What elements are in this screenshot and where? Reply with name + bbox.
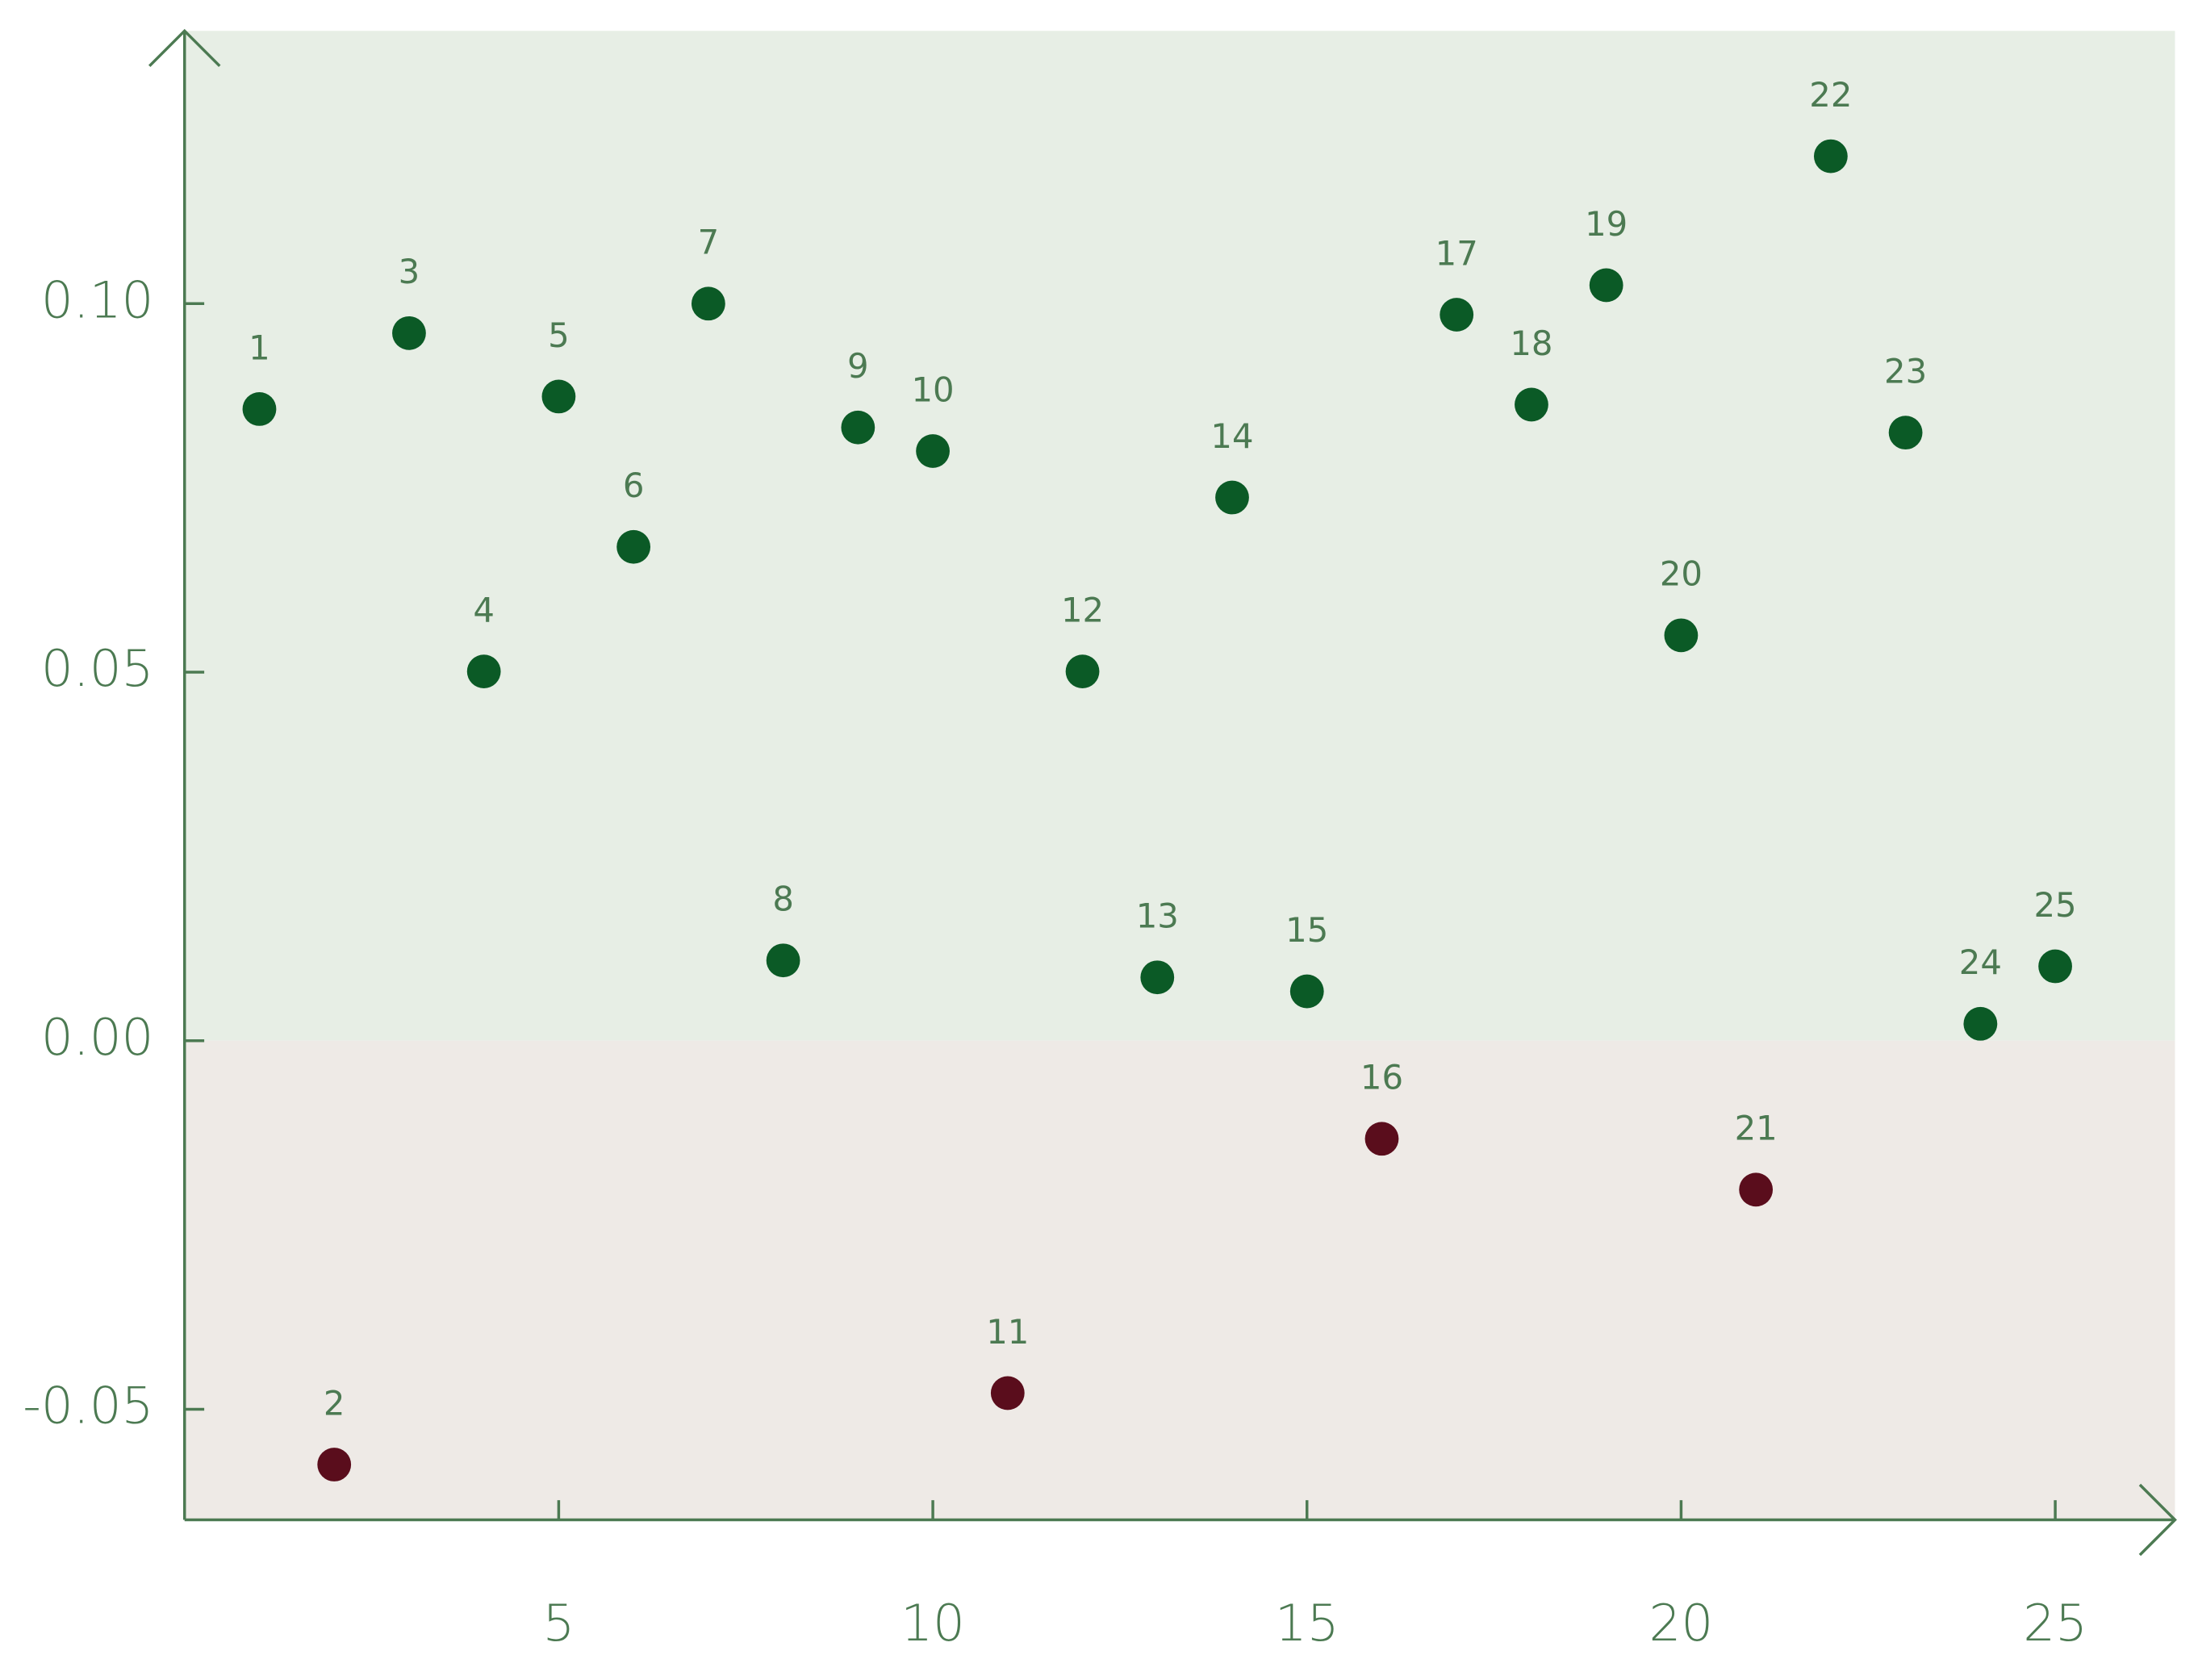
- point: [1364, 1122, 1399, 1156]
- point-label: 18: [1510, 324, 1552, 363]
- point: [1140, 960, 1175, 995]
- point: [1289, 974, 1324, 1009]
- point: [2038, 949, 2072, 984]
- point: [1963, 1006, 1998, 1041]
- x-tick-label: 5: [542, 1594, 575, 1653]
- y-tick-label: 0.10: [41, 270, 154, 329]
- point-label: 25: [2034, 885, 2077, 925]
- point: [392, 316, 426, 350]
- point-label: 3: [399, 252, 420, 291]
- y-axis-arrow: [148, 28, 221, 68]
- point-label: 14: [1210, 416, 1253, 456]
- point-label: 15: [1285, 910, 1328, 950]
- point-label: 9: [847, 346, 869, 386]
- point: [242, 392, 277, 426]
- point-label: 12: [1061, 591, 1104, 630]
- point-label: 7: [698, 223, 720, 262]
- point: [766, 943, 800, 978]
- point: [916, 434, 950, 468]
- point: [466, 654, 501, 689]
- negative-region: [184, 1040, 2175, 1520]
- point: [541, 379, 576, 414]
- point: [1215, 480, 1249, 515]
- point-label: 20: [1660, 554, 1703, 594]
- point: [1664, 618, 1699, 653]
- point-label: 19: [1585, 204, 1628, 244]
- point-label: 13: [1136, 896, 1179, 936]
- point: [1739, 1172, 1774, 1207]
- point: [317, 1448, 352, 1481]
- x-tick-label: 25: [2023, 1594, 2087, 1653]
- point-label: 24: [1959, 942, 2002, 982]
- axes: [148, 28, 2177, 1557]
- point-label: 23: [1884, 352, 1927, 391]
- background: [184, 31, 2175, 1520]
- y-tick-label: 0.00: [41, 1008, 154, 1067]
- point: [841, 410, 875, 445]
- y-tick-label: 0.05: [41, 639, 154, 698]
- point: [1065, 654, 1100, 689]
- point-label: 1: [249, 328, 270, 367]
- y-tick-label: -0.05: [23, 1377, 153, 1436]
- point: [691, 286, 725, 321]
- x-tick-label: 15: [1275, 1594, 1339, 1653]
- point-label: 6: [623, 466, 645, 505]
- point-label: 17: [1435, 233, 1478, 273]
- x-tick-label: 20: [1649, 1594, 1714, 1653]
- point: [616, 529, 651, 564]
- point-label: 11: [986, 1312, 1029, 1352]
- point: [1589, 268, 1623, 303]
- point: [1515, 387, 1548, 422]
- point-label: 8: [772, 880, 794, 919]
- x-tick-label: 10: [901, 1594, 965, 1653]
- positive-region: [184, 31, 2175, 1041]
- point-label: 4: [473, 591, 495, 630]
- point-label: 16: [1360, 1058, 1403, 1097]
- point-label: 22: [1809, 75, 1852, 115]
- x-axis-arrow: [2138, 1483, 2177, 1557]
- point-label: 21: [1735, 1109, 1778, 1148]
- point: [1888, 416, 1923, 450]
- point-label: 5: [548, 316, 570, 355]
- point: [990, 1376, 1025, 1410]
- point-label: 10: [911, 370, 954, 409]
- point-label: 2: [324, 1383, 345, 1423]
- point: [1813, 139, 1848, 173]
- point: [1440, 298, 1474, 332]
